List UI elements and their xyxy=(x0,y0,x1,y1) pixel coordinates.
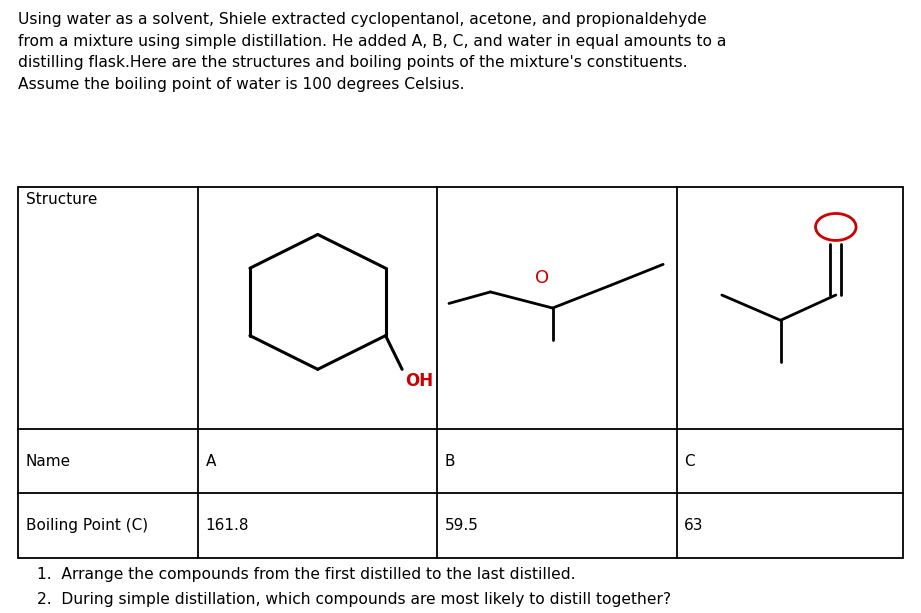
Text: 59.5: 59.5 xyxy=(445,518,479,533)
Text: B: B xyxy=(445,454,455,469)
Text: C: C xyxy=(684,454,695,469)
Text: 161.8: 161.8 xyxy=(205,518,249,533)
Bar xyxy=(18,187,903,558)
Text: Structure: Structure xyxy=(26,192,97,207)
Text: OH: OH xyxy=(405,373,433,390)
Text: 63: 63 xyxy=(684,518,704,533)
Circle shape xyxy=(816,213,856,240)
Text: Boiling Point (C): Boiling Point (C) xyxy=(26,518,148,533)
Text: A: A xyxy=(205,454,216,469)
Text: Using water as a solvent, Shiele extracted cyclopentanol, acetone, and propional: Using water as a solvent, Shiele extract… xyxy=(18,12,727,92)
Text: Name: Name xyxy=(26,454,71,469)
Text: 2.  During simple distillation, which compounds are most likely to distill toget: 2. During simple distillation, which com… xyxy=(37,592,671,606)
Text: O: O xyxy=(535,269,549,287)
Text: 1.  Arrange the compounds from the first distilled to the last distilled.: 1. Arrange the compounds from the first … xyxy=(37,567,576,582)
